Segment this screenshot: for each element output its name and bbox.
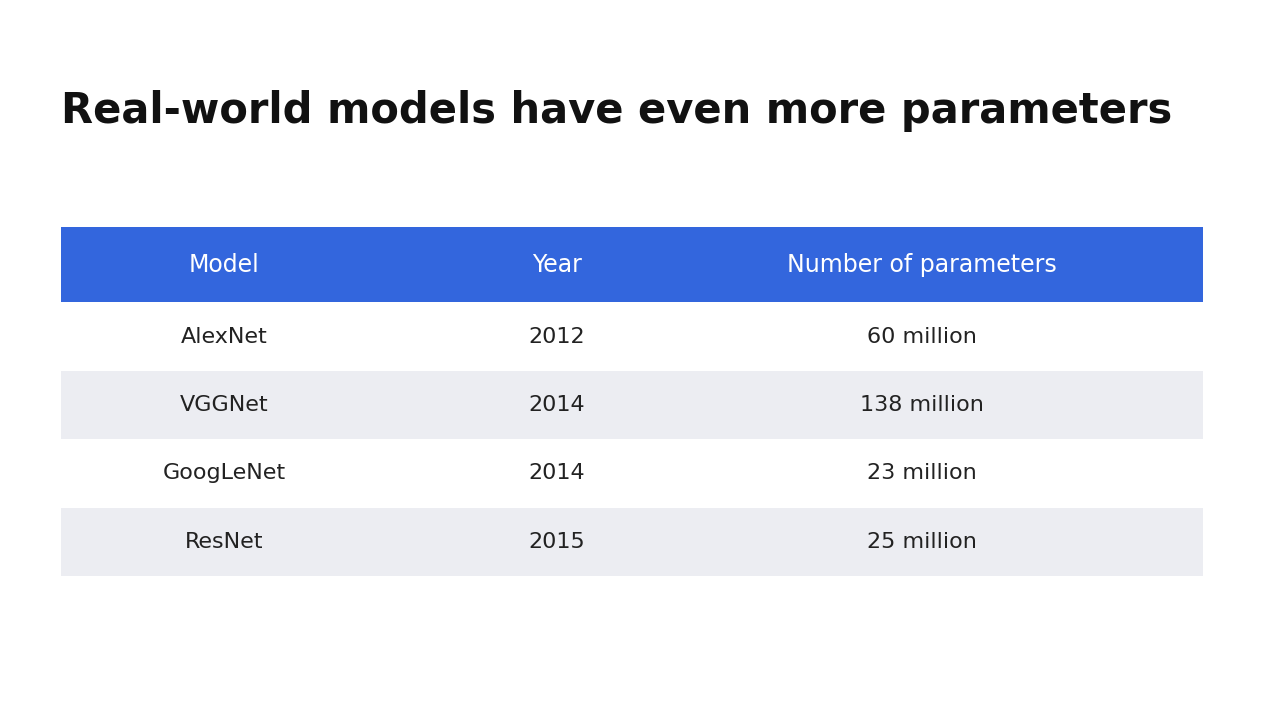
Text: 23 million: 23 million <box>867 464 977 483</box>
FancyBboxPatch shape <box>61 508 1203 576</box>
Text: Real-world models have even more parameters: Real-world models have even more paramet… <box>61 90 1172 132</box>
FancyBboxPatch shape <box>61 371 1203 439</box>
FancyBboxPatch shape <box>61 439 1203 508</box>
Text: Year: Year <box>532 253 581 276</box>
Text: 2014: 2014 <box>529 464 585 483</box>
Text: VGGNet: VGGNet <box>179 395 269 415</box>
Text: 2014: 2014 <box>529 395 585 415</box>
Text: 25 million: 25 million <box>867 532 977 552</box>
FancyBboxPatch shape <box>61 302 1203 371</box>
Text: ResNet: ResNet <box>184 532 264 552</box>
Text: GoogLeNet: GoogLeNet <box>163 464 285 483</box>
Text: 2012: 2012 <box>529 327 585 346</box>
Text: AlexNet: AlexNet <box>180 327 268 346</box>
Text: 138 million: 138 million <box>860 395 983 415</box>
FancyBboxPatch shape <box>61 227 1203 302</box>
Text: 60 million: 60 million <box>867 327 977 346</box>
Text: Model: Model <box>188 253 260 276</box>
Text: Number of parameters: Number of parameters <box>787 253 1056 276</box>
Text: 2015: 2015 <box>529 532 585 552</box>
